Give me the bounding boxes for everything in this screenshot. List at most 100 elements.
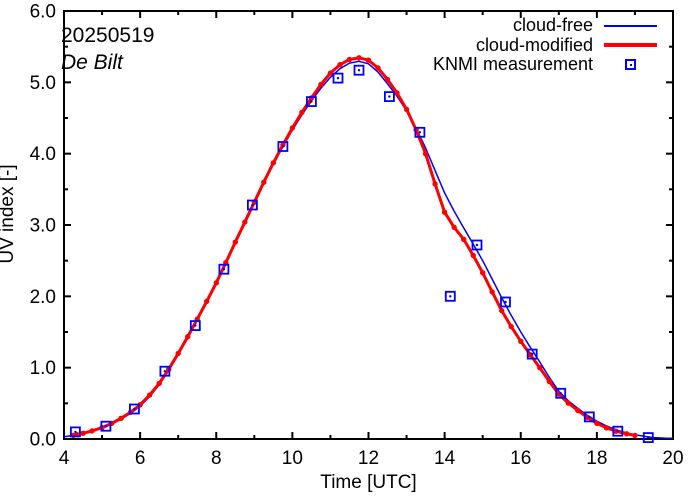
knmi-square-marker bbox=[277, 141, 289, 152]
cloud-modified-dot-marker bbox=[441, 209, 448, 215]
cloud-modified-dot-marker bbox=[623, 431, 630, 437]
y-tick-label: 0.0 bbox=[30, 430, 56, 451]
knmi-square-marker bbox=[100, 420, 112, 432]
open-square-dot-icon bbox=[625, 59, 636, 71]
x-axis-title: Time [UTC] bbox=[320, 472, 417, 493]
cloud-modified-dot-marker bbox=[470, 252, 476, 259]
legend-line-sample-cloud-free-icon bbox=[604, 24, 657, 27]
knmi-square-marker bbox=[70, 426, 81, 438]
cloud-modified-dot-marker bbox=[565, 400, 571, 406]
cloud-modified-dot-marker bbox=[594, 420, 600, 426]
knmi-square-center-dot bbox=[388, 95, 391, 98]
cloud-modified-dot-marker bbox=[299, 109, 305, 116]
y-tick-label: 6.0 bbox=[30, 2, 56, 23]
cloud-modified-dot-marker bbox=[489, 289, 495, 295]
knmi-square-center-dot bbox=[647, 436, 650, 439]
legend-label-knmi-measurement: KNMI measurement bbox=[432, 54, 593, 75]
knmi-square-marker bbox=[218, 263, 230, 275]
cloud-modified-dot-marker bbox=[337, 61, 343, 68]
knmi-square-marker bbox=[583, 411, 595, 423]
knmi-square-center-dot bbox=[418, 131, 422, 134]
x-tick-label: 12 bbox=[358, 448, 379, 469]
cloud-modified-dot-marker bbox=[613, 428, 619, 434]
series-knmi-measurement bbox=[70, 64, 654, 444]
knmi-square-center-dot bbox=[281, 145, 285, 148]
cloud-modified-dot-marker bbox=[518, 338, 524, 344]
cloud-modified-dot-marker bbox=[499, 307, 505, 314]
knmi-square-center-dot bbox=[475, 243, 479, 247]
legend-label-cloud-free: cloud-free bbox=[512, 15, 593, 36]
cloud-modified-dot-marker bbox=[394, 90, 400, 96]
knmi-square-center-dot bbox=[251, 203, 254, 207]
knmi-square-center-dot bbox=[336, 76, 340, 80]
cloud-modified-dot-marker bbox=[480, 270, 486, 276]
knmi-square-marker bbox=[414, 126, 426, 138]
knmi-square-marker bbox=[159, 365, 171, 377]
knmi-square-marker bbox=[353, 64, 365, 76]
plot-annotation: 20250519 De Bilt bbox=[61, 22, 154, 76]
cloud-modified-dot-marker bbox=[422, 151, 429, 157]
knmi-square-center-dot bbox=[504, 300, 507, 304]
x-tick-label: 6 bbox=[135, 448, 146, 469]
x-tick-label: 10 bbox=[282, 448, 303, 469]
knmi-square-center-dot bbox=[449, 295, 452, 298]
legend-row-cloud-modified: cloud-modified bbox=[433, 34, 657, 56]
knmi-square-marker bbox=[612, 425, 624, 437]
knmi-square-marker bbox=[246, 199, 258, 211]
cloud-modified-dot-marker bbox=[89, 428, 95, 434]
knmi-square-center-dot bbox=[133, 407, 136, 411]
knmi-square-center-dot bbox=[163, 370, 167, 373]
cloud-modified-dot-marker bbox=[575, 407, 581, 414]
knmi-square-center-dot bbox=[357, 69, 361, 72]
knmi-square-center-dot bbox=[222, 268, 226, 271]
cloud-modified-dot-marker bbox=[280, 142, 286, 148]
cloud-modified-dot-marker bbox=[80, 430, 86, 436]
series-cloud-modified bbox=[70, 55, 638, 439]
thick-line-icon bbox=[604, 43, 657, 48]
cloud-modified-dot-marker bbox=[185, 334, 191, 340]
knmi-square-center-dot bbox=[531, 352, 534, 356]
x-tick-label: 4 bbox=[59, 448, 70, 469]
cloud-modified-dot-marker bbox=[384, 76, 391, 83]
station-label: De Bilt bbox=[61, 51, 123, 74]
cloud-modified-dot-marker bbox=[308, 95, 315, 101]
legend-row-knmi-measurement: KNMI measurement bbox=[432, 54, 657, 75]
knmi-square-marker bbox=[555, 387, 567, 399]
legend: cloud-free cloud-modified KNMI measureme… bbox=[432, 15, 657, 75]
cloud-modified-dot-marker bbox=[156, 380, 162, 387]
cloud-modified-dot-marker bbox=[546, 378, 552, 385]
y-tick-label: 4.0 bbox=[30, 144, 56, 165]
knmi-square-center-dot bbox=[616, 430, 619, 433]
legend-marker-sample-knmi-icon bbox=[604, 59, 657, 71]
cloud-modified-dot-marker bbox=[432, 181, 438, 187]
knmi-square-marker bbox=[471, 239, 483, 251]
series-cloud-free bbox=[63, 60, 674, 440]
cloud-modified-dot-marker bbox=[327, 70, 334, 76]
knmi-square-center-dot bbox=[104, 425, 108, 428]
cloud-modified-dot-marker bbox=[242, 219, 248, 225]
knmi-square-center-dot bbox=[559, 392, 562, 395]
cloud-modified-dot-marker bbox=[204, 298, 210, 305]
cloud-modified-dot-marker bbox=[603, 425, 610, 431]
cloud-modified-dot-marker bbox=[451, 224, 457, 230]
cloud-modified-dot-marker bbox=[403, 106, 410, 113]
knmi-square-marker bbox=[383, 91, 395, 102]
y-tick-label: 3.0 bbox=[30, 216, 56, 237]
cloud-modified-dot-marker bbox=[289, 125, 296, 131]
cloud-modified-dot-marker bbox=[632, 432, 638, 439]
y-axis-title: UV index [-] bbox=[0, 164, 18, 264]
legend-line-sample-cloud-modified-icon bbox=[604, 43, 657, 48]
cloud-modified-dot-marker bbox=[213, 280, 219, 286]
knmi-square-marker bbox=[189, 320, 201, 332]
knmi-square-center-dot bbox=[194, 324, 197, 327]
y-tick-label: 1.0 bbox=[30, 358, 56, 379]
cloud-modified-dot-marker bbox=[146, 392, 153, 398]
knmi-square-marker bbox=[332, 72, 344, 84]
cloud-modified-dot-marker bbox=[318, 81, 324, 88]
legend-label-cloud-modified: cloud-modified bbox=[475, 34, 593, 55]
cloud-modified-dot-marker bbox=[508, 323, 514, 330]
knmi-square-marker bbox=[305, 96, 317, 107]
y-tick-label: 5.0 bbox=[30, 73, 56, 94]
